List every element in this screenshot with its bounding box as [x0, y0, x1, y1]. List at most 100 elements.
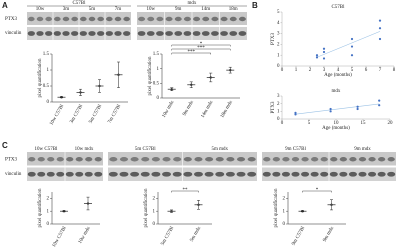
- band: [211, 16, 219, 22]
- y-tick-label: 0: [47, 100, 50, 105]
- lane-label: 5m C57Bl: [135, 147, 156, 152]
- band: [138, 16, 146, 22]
- band: [94, 171, 103, 177]
- significance-label: ***: [188, 50, 196, 55]
- band: [114, 16, 122, 22]
- band: [130, 157, 139, 162]
- band: [183, 31, 192, 36]
- lane-label: 9m: [175, 7, 182, 12]
- y-axis-label: pixel quantification: [274, 188, 279, 228]
- x-tick-label: 4: [337, 68, 340, 73]
- x-tick-label: 15: [361, 121, 367, 126]
- y-tick-label: 0.5: [43, 84, 50, 89]
- x-tick-label: 5: [351, 68, 354, 73]
- y-tick-label: 1: [157, 67, 160, 72]
- band: [368, 157, 376, 162]
- y-tick-label: 5: [277, 10, 280, 15]
- band: [378, 157, 386, 162]
- band: [75, 171, 84, 177]
- band: [183, 157, 192, 162]
- band: [80, 16, 87, 22]
- mean-dot: [170, 87, 173, 91]
- x-tick-label: 0: [281, 68, 284, 73]
- band: [174, 31, 183, 36]
- band: [282, 157, 290, 162]
- y-tick-label: 1: [47, 209, 50, 214]
- lane-label: 7m: [115, 7, 122, 12]
- y-tick-label: 0: [157, 96, 160, 101]
- band: [28, 16, 35, 22]
- panel-letter: B: [252, 1, 258, 10]
- band: [329, 171, 338, 177]
- trendline: [295, 103, 380, 115]
- band: [151, 157, 160, 162]
- band: [97, 16, 104, 22]
- x-tick-label: 7: [379, 68, 382, 73]
- band: [247, 171, 257, 177]
- significance-label: *: [316, 188, 319, 193]
- band: [281, 171, 290, 177]
- band: [387, 171, 396, 177]
- y-tick-label: 2: [283, 197, 286, 202]
- mean-dot: [330, 203, 333, 207]
- band: [71, 16, 78, 22]
- lane-label: 18m: [229, 7, 238, 12]
- significance-bracket: [171, 52, 211, 55]
- band: [311, 157, 319, 162]
- band: [215, 157, 224, 162]
- lane-label: 9m C57Bl: [285, 147, 306, 152]
- point: [322, 57, 326, 60]
- band: [37, 171, 46, 177]
- band: [105, 31, 113, 36]
- significance-label: *: [200, 42, 203, 47]
- y-tick-label: 1: [277, 109, 280, 114]
- mean-dot: [197, 203, 200, 207]
- y-axis-label: PTX3: [271, 101, 276, 113]
- band: [368, 171, 377, 177]
- panel-letter: C: [2, 141, 8, 150]
- point: [315, 56, 319, 59]
- y-axis-label: pixel quantification: [38, 58, 43, 98]
- significance-label: ***: [197, 46, 205, 51]
- band: [193, 171, 203, 177]
- y-axis-label: pixel quantification: [144, 188, 149, 228]
- y-tick-label: 0: [47, 222, 50, 227]
- band: [174, 16, 182, 22]
- y-tick-label: 1.5: [43, 52, 50, 57]
- band: [146, 31, 155, 36]
- band: [27, 171, 36, 177]
- band: [36, 16, 44, 22]
- band: [215, 171, 225, 177]
- band: [172, 171, 182, 177]
- x-tick-label: 5: [308, 121, 311, 126]
- y-tick-label: 2: [153, 197, 156, 202]
- band: [193, 16, 201, 22]
- band: [162, 157, 171, 162]
- lane-label: 3m: [63, 7, 70, 12]
- band: [56, 171, 65, 177]
- band: [119, 171, 129, 177]
- mean-dot: [301, 209, 304, 213]
- blot-group-title: C57Bl: [72, 1, 86, 6]
- mean-dot: [170, 209, 173, 213]
- band: [192, 31, 201, 36]
- y-tick-label: 0: [153, 222, 156, 227]
- band: [62, 31, 70, 36]
- band: [301, 171, 310, 177]
- panel-letter: A: [2, 1, 8, 10]
- mean-dot: [190, 83, 193, 87]
- y-tick-label: 0.5: [153, 81, 160, 86]
- lane-label: 10w: [36, 7, 45, 12]
- band: [156, 31, 164, 36]
- band: [88, 16, 96, 22]
- band: [377, 171, 386, 177]
- band: [272, 157, 280, 162]
- lane-label: 10w: [146, 7, 155, 12]
- band: [358, 171, 367, 177]
- band: [123, 16, 130, 22]
- point: [378, 27, 382, 30]
- x-tick-label: 0: [281, 121, 284, 126]
- lane-label: 10w mdx: [75, 147, 94, 152]
- lane-label: 5m mdx: [211, 147, 228, 152]
